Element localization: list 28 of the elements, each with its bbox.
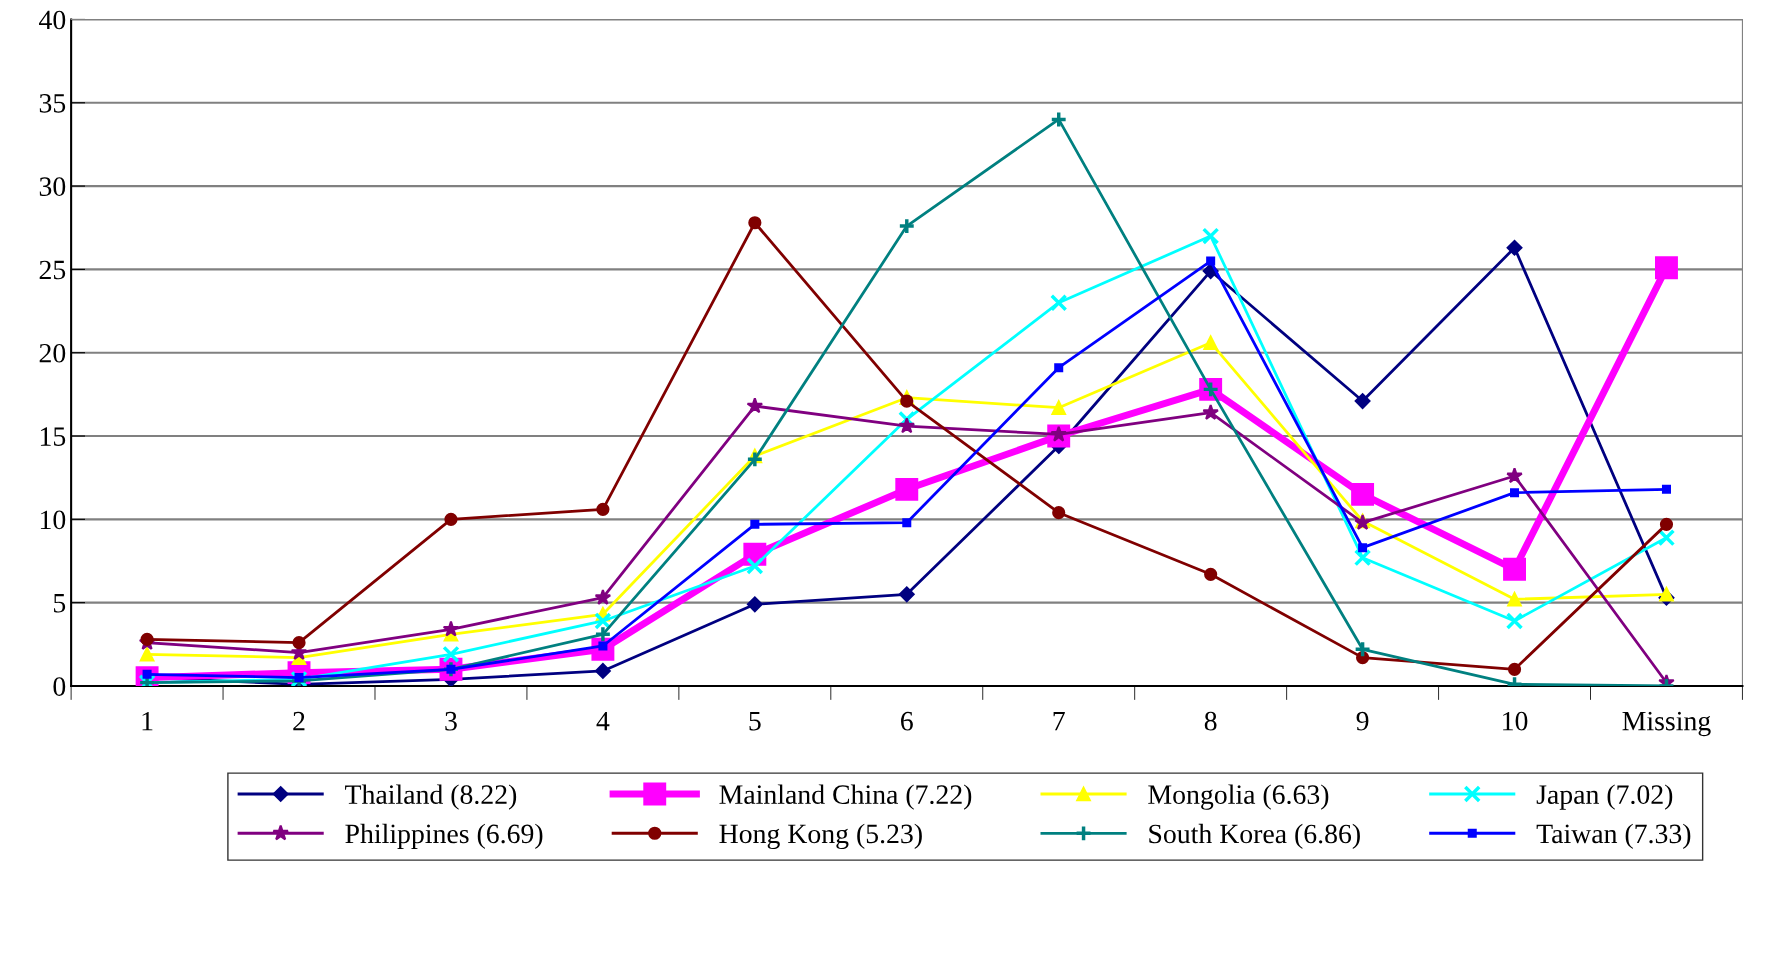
y-tick-label: 35	[39, 94, 66, 113]
y-tick-label: 40	[39, 10, 66, 30]
x-tick-label: 1	[142, 711, 153, 731]
legend-label: Philippines (6.69)	[345, 823, 543, 849]
x-tick-label: 10	[1503, 711, 1528, 731]
y-tick-label: 30	[39, 177, 66, 196]
x-tick-label: 5	[749, 712, 761, 731]
y-tick-label: 0	[53, 677, 66, 696]
y-tick-label: 20	[39, 343, 66, 363]
y-tick-label: 5	[53, 594, 66, 613]
y-tick-label: 15	[40, 427, 66, 446]
legend-label: Mainland China (7.22)	[719, 784, 972, 810]
y-tick-label: 25	[39, 260, 66, 280]
x-tick-label: 7	[1053, 712, 1065, 731]
y-tick-label: 10	[40, 510, 66, 530]
legend-label: Thailand (8.22)	[345, 784, 517, 810]
x-tick-label: 6	[901, 711, 913, 731]
legend-label: Hong Kong (5.23)	[719, 823, 922, 849]
legend-label: Taiwan (7.33)	[1536, 823, 1691, 849]
legend-label: South Korea (6.86)	[1149, 823, 1360, 849]
legend-label: Mongolia (6.63)	[1148, 784, 1329, 810]
x-tick-label: 8	[1204, 711, 1217, 731]
x-tick-label: Missing	[1622, 711, 1711, 737]
x-tick-label: 3	[445, 711, 457, 731]
legend-label: Japan (7.02)	[1536, 784, 1673, 810]
x-tick-label: 2	[293, 711, 305, 731]
x-tick-label: 9	[1356, 711, 1369, 731]
x-tick-label: 4	[596, 711, 610, 731]
